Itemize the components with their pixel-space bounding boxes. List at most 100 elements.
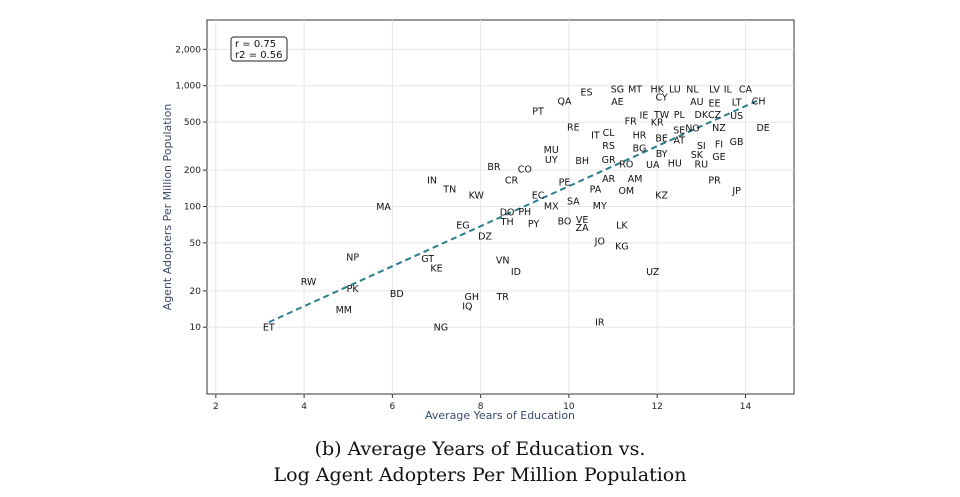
point-label-vn: VN: [496, 256, 510, 267]
ticks-layer: 2 4 6 8 10 12 14 10 20 50 100 200 500 1,000 2,000: [175, 45, 751, 412]
point-label-kw: KW: [469, 190, 485, 201]
y-tick-label: 20: [190, 287, 202, 297]
point-label-mu: MU: [544, 145, 559, 156]
point-label-uy: UY: [545, 155, 558, 166]
point-label-gr: GR: [602, 155, 616, 166]
point-label-lv: LV: [709, 84, 720, 95]
point-label-am: AM: [628, 174, 643, 185]
x-tick-label: 4: [301, 402, 307, 412]
point-label-se: SE: [673, 125, 685, 136]
point-label-ru: RU: [695, 159, 709, 170]
y-tick-label: 200: [184, 166, 201, 176]
point-label-ro: RO: [619, 159, 633, 170]
point-label-ie: IE: [640, 111, 649, 122]
point-label-kg: KG: [615, 242, 629, 253]
y-tick-label: 10: [190, 323, 202, 333]
annotation-r: r = 0.75: [235, 39, 276, 50]
point-label-pa: PA: [590, 184, 602, 195]
point-label-ar: AR: [602, 174, 615, 185]
point-label-ca: CA: [739, 85, 753, 96]
point-label-ge: GE: [712, 152, 725, 163]
point-label-sk: SK: [691, 150, 704, 161]
point-label-il: IL: [724, 84, 733, 95]
figure-caption-line-1: (b) Average Years of Education vs.: [314, 438, 646, 460]
point-label-ch: CH: [752, 96, 766, 107]
point-label-ph: PH: [518, 207, 531, 218]
point-label-pk: PK: [347, 284, 360, 295]
point-label-py: PY: [528, 219, 540, 230]
point-label-do: DO: [500, 207, 515, 218]
point-label-nz: NZ: [712, 123, 726, 134]
y-tick-label: 500: [184, 118, 201, 128]
point-label-mt: MT: [628, 84, 642, 95]
y-axis-label: Agent Adopters Per Million Population: [161, 104, 174, 311]
y-tick-label: 1,000: [175, 82, 201, 92]
point-label-jo: JO: [594, 236, 605, 247]
correlation-annotation: r = 0.75 r2 = 0.56: [230, 36, 288, 62]
point-label-ee: EE: [709, 98, 721, 109]
x-axis-label: Average Years of Education: [425, 409, 575, 422]
point-label-rw: RW: [301, 277, 317, 288]
point-label-iq: IQ: [462, 301, 472, 312]
point-label-be: BE: [655, 133, 668, 144]
point-label-hu: HU: [668, 159, 682, 170]
point-label-tr: TR: [496, 292, 510, 303]
point-label-es: ES: [581, 87, 593, 98]
point-label-au: AU: [690, 97, 703, 108]
point-label-kr: KR: [651, 118, 664, 129]
point-label-by: BY: [656, 149, 668, 160]
point-label-eg: EG: [456, 221, 469, 232]
point-label-ve: VE: [576, 215, 589, 226]
point-label-gb: GB: [730, 137, 744, 148]
point-label-ua: UA: [646, 160, 660, 171]
annotation-box: [230, 36, 288, 62]
point-label-kz: KZ: [655, 190, 668, 201]
point-label-bo: BO: [558, 216, 572, 227]
point-label-my: MY: [593, 201, 607, 212]
point-label-ke: KE: [430, 263, 442, 274]
point-label-gt: GT: [421, 254, 434, 265]
point-label-dk: DK: [695, 110, 709, 121]
point-label-uz: UZ: [646, 267, 660, 278]
point-label-mm: MM: [336, 305, 352, 316]
point-label-tn: TN: [442, 184, 456, 195]
point-label-mx: MX: [544, 201, 559, 212]
point-label-cy: CY: [655, 92, 667, 103]
point-label-re: RE: [567, 123, 580, 134]
x-tick-label: 6: [390, 402, 396, 412]
point-label-np: NP: [346, 253, 359, 264]
point-label-jp: JP: [731, 186, 741, 197]
point-label-sg: SG: [611, 84, 624, 95]
point-label-si: SI: [697, 141, 706, 152]
point-label-rs: RS: [602, 141, 615, 152]
point-label-om: OM: [618, 186, 634, 197]
point-label-tw: TW: [653, 110, 670, 121]
point-label-cl: CL: [603, 128, 616, 139]
point-label-dz: DZ: [478, 231, 492, 242]
point-label-gh: GH: [465, 292, 480, 303]
point-label-hr: HR: [633, 131, 647, 142]
plot-area-frame: [206, 19, 795, 395]
point-label-sa: SA: [567, 196, 580, 207]
point-label-bh: BH: [575, 156, 589, 167]
point-label-us: US: [730, 111, 743, 122]
point-label-no: NO: [685, 124, 700, 135]
point-label-pt: PT: [532, 106, 544, 117]
point-label-at: AT: [673, 136, 685, 147]
x-tick-label: 14: [740, 402, 752, 412]
point-label-cz: CZ: [708, 110, 722, 121]
point-label-ec: EC: [532, 190, 545, 201]
point-label-co: CO: [518, 164, 532, 175]
y-tick-label: 100: [184, 202, 201, 212]
point-label-it: IT: [591, 131, 600, 142]
point-label-et: ET: [263, 323, 275, 334]
figure-caption-line-2: Log Agent Adopters Per Million Populatio…: [273, 464, 687, 486]
point-label-ir: IR: [595, 318, 605, 329]
point-label-th: TH: [500, 217, 514, 228]
point-label-pr: PR: [708, 176, 721, 187]
point-label-lk: LK: [616, 221, 628, 232]
point-label-za: ZA: [576, 223, 590, 234]
point-label-cr: CR: [505, 176, 519, 187]
point-label-ae: AE: [611, 97, 624, 108]
